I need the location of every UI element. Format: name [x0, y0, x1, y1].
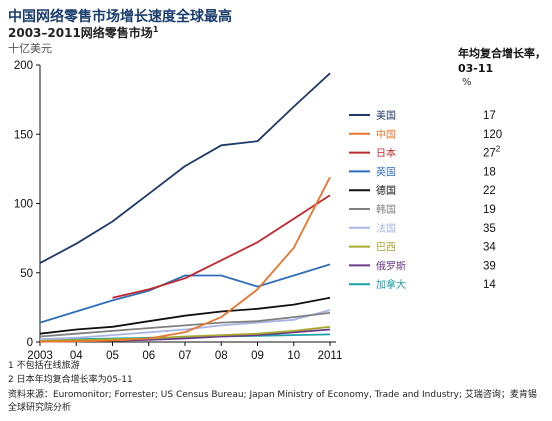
cagr-value: 272 — [483, 145, 501, 160]
x-tick-label: 08 — [215, 350, 228, 362]
series-line-韩国 — [39, 312, 331, 338]
series-line-德国 — [39, 296, 331, 335]
x-tick-label: 2011 — [318, 350, 343, 362]
chart-axes: 0 50 100 150 200 2003 04 05 06 07 08 09 10 2011 — [14, 60, 343, 362]
legend-label: 德国 — [376, 184, 396, 197]
x-tick-label: 06 — [142, 350, 155, 362]
cagr-value: 19 — [483, 204, 496, 216]
series-line-中国 — [39, 176, 331, 343]
cagr-unit: % — [462, 77, 472, 88]
cagr-header: 年均复合增长率，03-11 — [458, 47, 546, 75]
chart-legend: 美国 17 中国 120 日本 272 英国 18 德国 22 韩国 19 法国 35 巴西 34 俄罗斯 39 加… — [349, 109, 502, 291]
cagr-value: 120 — [483, 129, 502, 141]
x-tick-label: 07 — [179, 350, 192, 362]
chart-subtitle: 2003–2011网络零售市场1 — [8, 24, 158, 41]
x-tick-label: 04 — [70, 350, 83, 362]
cagr-value: 14 — [483, 279, 496, 291]
subtitle-text: 2003–2011网络零售市场 — [8, 26, 153, 40]
footnote-2: 2 日本年均复合增长率为05-11 — [8, 375, 133, 385]
series-line-日本 — [112, 194, 331, 299]
y-tick-label: 50 — [20, 268, 33, 280]
x-tick-label: 05 — [106, 350, 119, 362]
legend-label: 韩国 — [376, 203, 396, 216]
series-line-巴西 — [39, 325, 331, 342]
source-note-line-2: 全球研究院分析 — [8, 403, 72, 413]
y-tick-label: 150 — [14, 129, 33, 141]
cagr-value: 18 — [483, 166, 496, 178]
series-line-美国 — [39, 72, 331, 264]
legend-label: 英国 — [376, 165, 396, 178]
cagr-value: 34 — [483, 242, 496, 254]
source-note-line-1: 资料来源：Euromonitor; Forrester; US Census B… — [8, 390, 537, 400]
legend-label: 加拿大 — [376, 278, 406, 291]
y-tick-label: 100 — [14, 199, 33, 211]
y-tick-label: 0 — [27, 337, 33, 349]
footnote-1: 1 不包括在线旅游 — [8, 361, 80, 371]
x-tick-label: 09 — [251, 350, 264, 362]
legend-label: 法国 — [376, 222, 396, 235]
series-line-法国 — [39, 309, 331, 341]
chart-series-lines — [39, 72, 331, 343]
legend-label: 日本 — [376, 147, 396, 160]
legend-label: 俄罗斯 — [376, 259, 406, 272]
x-tick-label: 10 — [287, 350, 300, 362]
subtitle-footnote-mark: 1 — [152, 25, 159, 34]
y-axis-unit: 十亿美元 — [8, 42, 52, 55]
y-tick-label: 200 — [14, 60, 33, 72]
series-line-英国 — [39, 263, 331, 324]
cagr-value: 39 — [483, 260, 496, 272]
legend-label: 美国 — [376, 109, 396, 122]
legend-label: 巴西 — [376, 242, 396, 254]
cagr-value: 35 — [483, 223, 496, 235]
cagr-value: 17 — [483, 110, 496, 122]
cagr-value: 22 — [483, 185, 496, 197]
x-tick-label: 2003 — [27, 350, 53, 362]
legend-label: 中国 — [376, 128, 396, 141]
chart-title: 中国网络零售市场增长速度全球最高 — [8, 9, 232, 25]
